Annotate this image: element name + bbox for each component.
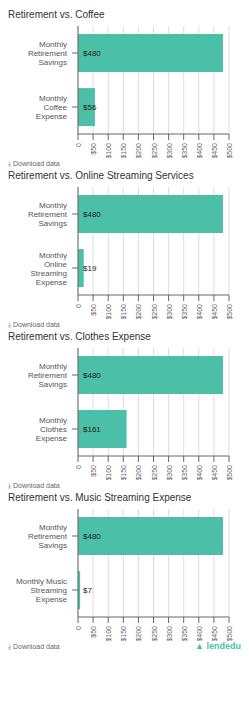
svg-text:$450: $450 — [211, 143, 218, 158]
svg-text:$350: $350 — [181, 465, 188, 480]
svg-text:$250: $250 — [151, 626, 158, 641]
svg-text:$100: $100 — [105, 304, 112, 319]
svg-text:$480: $480 — [83, 532, 101, 541]
svg-text:$450: $450 — [211, 304, 218, 319]
html-text:⤓ Download data: ⤓ Download data — [8, 321, 60, 328]
svg-text:$450: $450 — [211, 626, 218, 641]
svg-text:$350: $350 — [181, 143, 188, 158]
html-text:Retirement vs. Clothes Expense: Retirement vs. Clothes Expense — [8, 331, 151, 342]
svg-text:$500: $500 — [226, 143, 233, 158]
svg-text:$480: $480 — [83, 49, 101, 58]
svg-text:0: 0 — [75, 143, 82, 147]
html-text:⤓ Download data: ⤓ Download data — [8, 643, 60, 650]
svg-text:$100: $100 — [105, 465, 112, 480]
svg-text:0: 0 — [75, 626, 82, 630]
svg-text:$150: $150 — [120, 626, 127, 641]
svg-text:$161: $161 — [83, 425, 101, 434]
svg-text:$400: $400 — [196, 626, 203, 641]
svg-text:$200: $200 — [135, 143, 142, 158]
svg-text:0: 0 — [75, 304, 82, 308]
svg-text:$200: $200 — [135, 626, 142, 641]
html-text:Retirement vs. Coffee: Retirement vs. Coffee — [8, 9, 105, 20]
svg-text:$400: $400 — [196, 143, 203, 158]
svg-text:MonthlyCoffeeExpense: MonthlyCoffeeExpense — [36, 94, 68, 121]
svg-text:$50: $50 — [90, 143, 97, 155]
svg-text:$150: $150 — [120, 304, 127, 319]
svg-text:$50: $50 — [90, 626, 97, 638]
svg-text:$50: $50 — [90, 304, 97, 316]
svg-text:$19: $19 — [83, 264, 97, 273]
svg-text:$200: $200 — [135, 465, 142, 480]
svg-text:$250: $250 — [151, 304, 158, 319]
html-text:⤓ Download data: ⤓ Download data — [8, 482, 60, 489]
svg-text:MonthlyRetirementSavings: MonthlyRetirementSavings — [28, 523, 68, 550]
html-text:Retirement vs. Online Streamin: Retirement vs. Online Streaming Services — [8, 170, 194, 181]
svg-text:$350: $350 — [181, 304, 188, 319]
svg-text:MonthlyRetirementSavings: MonthlyRetirementSavings — [28, 362, 68, 389]
svg-text:$480: $480 — [83, 371, 101, 380]
svg-text:$100: $100 — [105, 143, 112, 158]
svg-text:$150: $150 — [120, 465, 127, 480]
svg-text:$300: $300 — [166, 304, 173, 319]
svg-text:$400: $400 — [196, 304, 203, 319]
svg-text:$350: $350 — [181, 626, 188, 641]
html-text:▲ lendedu: ▲ lendedu — [195, 641, 241, 651]
svg-text:$56: $56 — [83, 103, 97, 112]
svg-text:$300: $300 — [166, 626, 173, 641]
svg-text:MonthlyRetirementSavings: MonthlyRetirementSavings — [28, 40, 68, 67]
svg-text:$100: $100 — [105, 626, 112, 641]
html-text:⤓ Download data: ⤓ Download data — [8, 160, 60, 167]
html-text:Retirement vs. Music Streaming: Retirement vs. Music Streaming Expense — [8, 492, 192, 503]
svg-text:$300: $300 — [166, 465, 173, 480]
svg-text:$200: $200 — [135, 304, 142, 319]
svg-text:MonthlyRetirementSavings: MonthlyRetirementSavings — [28, 201, 68, 228]
svg-text:$7: $7 — [83, 586, 92, 595]
svg-text:$500: $500 — [226, 626, 233, 641]
svg-text:$250: $250 — [151, 143, 158, 158]
svg-text:0: 0 — [75, 465, 82, 469]
svg-text:$150: $150 — [120, 143, 127, 158]
svg-text:MonthlyClothesExpense: MonthlyClothesExpense — [36, 416, 68, 443]
svg-text:$500: $500 — [226, 304, 233, 319]
svg-text:$400: $400 — [196, 465, 203, 480]
svg-text:$300: $300 — [166, 143, 173, 158]
svg-text:MonthlyOnlineStreamingExpense: MonthlyOnlineStreamingExpense — [31, 251, 68, 287]
svg-text:$50: $50 — [90, 465, 97, 477]
svg-text:$250: $250 — [151, 465, 158, 480]
svg-text:Monthly MusicStreamingExpense: Monthly MusicStreamingExpense — [16, 577, 68, 604]
svg-text:$450: $450 — [211, 465, 218, 480]
svg-text:$500: $500 — [226, 465, 233, 480]
svg-text:$480: $480 — [83, 210, 101, 219]
